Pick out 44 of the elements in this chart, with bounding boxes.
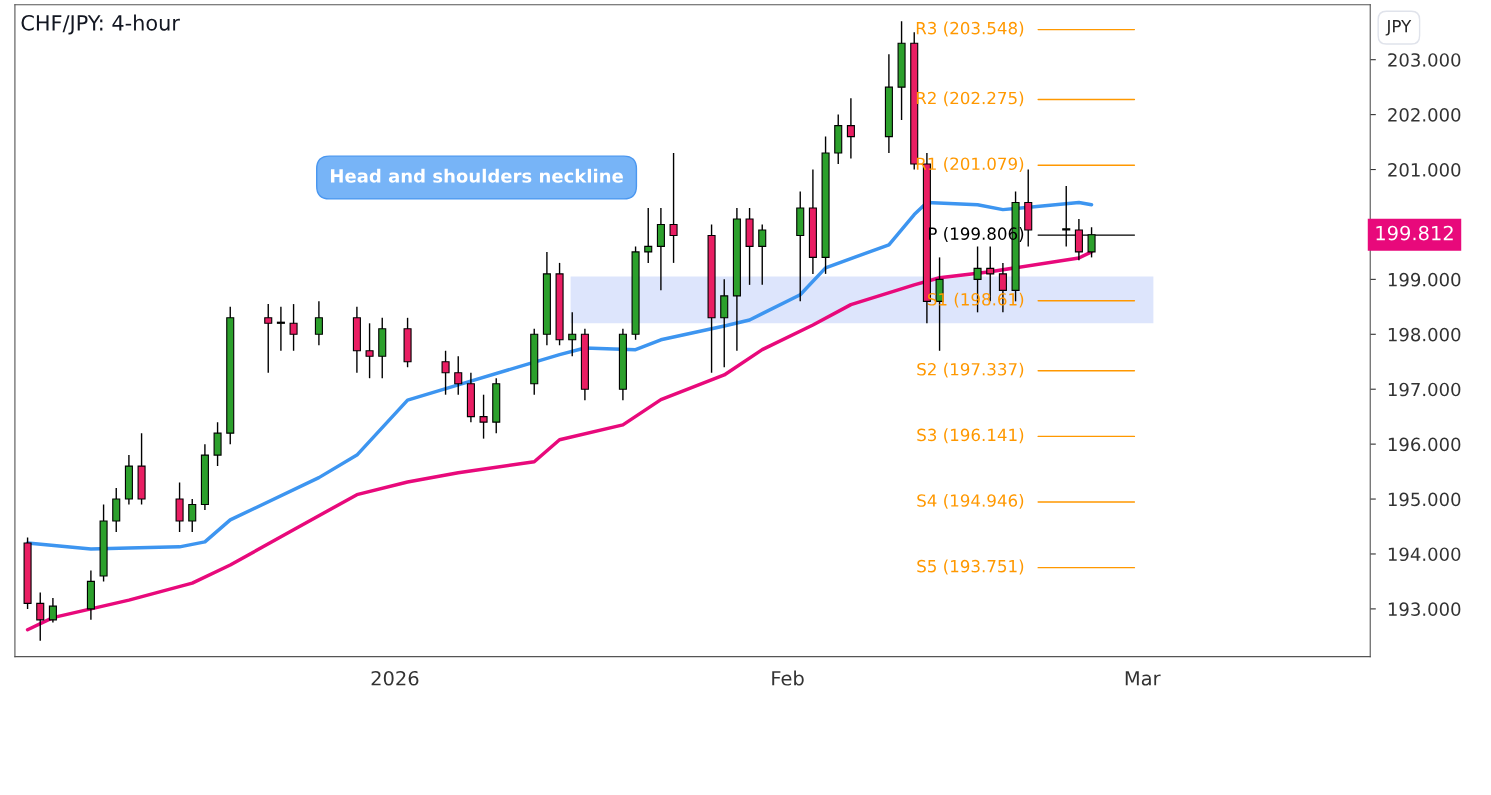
y-tick-label: 199.000 — [1388, 272, 1461, 287]
candlestick — [454, 355, 463, 396]
y-axis-title: JPY — [1385, 20, 1412, 36]
candlestick — [276, 306, 285, 352]
candlestick — [568, 311, 577, 357]
y-tick-label: 194.000 — [1388, 547, 1461, 562]
candlestick — [656, 207, 665, 292]
candlestick — [264, 303, 273, 374]
ref-line-label: R3 (203.548) — [916, 21, 1024, 37]
candlestick — [720, 278, 729, 368]
candlestick — [669, 152, 678, 264]
candlestick — [441, 350, 450, 396]
ref-line-label: S2 (197.337) — [917, 362, 1024, 378]
candlestick — [644, 207, 653, 264]
annotation: Head and shoulders neckline — [331, 168, 623, 183]
candlestick — [758, 223, 767, 286]
ref-line-label: S3 (196.141) — [917, 428, 1024, 444]
candlestick — [289, 303, 298, 352]
candlestick — [479, 394, 488, 440]
ref-line-label: S5 (193.751) — [917, 559, 1024, 575]
candlestick — [48, 597, 57, 624]
y-tick-label: 201.000 — [1388, 162, 1461, 177]
chart-title: CHF/JPY: 4-hour — [21, 14, 180, 35]
y-tick-label: 197.000 — [1388, 382, 1461, 397]
candlestick — [846, 97, 855, 160]
x-tick-label: Mar — [1125, 671, 1161, 686]
candlestick — [175, 481, 184, 533]
line-series — [25, 200, 1094, 551]
ref-line-label: S4 (194.946) — [917, 493, 1024, 509]
y-tick-label: 196.000 — [1388, 437, 1461, 452]
y-tick-label: 195.000 — [1388, 492, 1461, 507]
candlestick — [213, 421, 222, 467]
x-tick-label: Feb — [772, 670, 804, 686]
y-tick-label: 203.000 — [1388, 53, 1461, 67]
y-tick-label: 193.000 — [1388, 602, 1461, 617]
x-tick-label: 2026 — [371, 670, 419, 686]
candlestick — [112, 487, 121, 533]
text: 199.812 — [1376, 225, 1453, 241]
candlestick — [188, 498, 197, 533]
candlestick — [365, 322, 374, 379]
y-tick-label: 202.000 — [1388, 108, 1461, 122]
y-tick-label: 198.000 — [1388, 327, 1461, 342]
candlestick — [36, 591, 45, 642]
candlestick — [314, 300, 323, 346]
